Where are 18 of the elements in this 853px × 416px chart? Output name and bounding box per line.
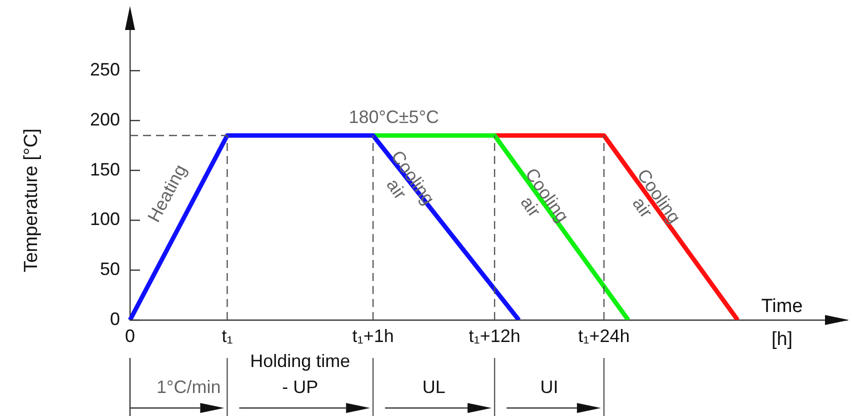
- y-tick-label: 200: [90, 110, 120, 130]
- x-axis-title: Time [h]: [761, 296, 803, 350]
- y-axis-title: Temperature [°C]: [21, 128, 42, 272]
- annotation: 180°C±5°C: [348, 107, 440, 128]
- y-tick-label: 0: [110, 308, 120, 329]
- y-tick-label: 150: [90, 159, 120, 180]
- y-tick-label: 250: [90, 60, 120, 80]
- text: UI: [540, 377, 558, 397]
- x-tick-label: t₁+1h: [352, 326, 394, 346]
- x-tick-label: 0: [124, 326, 136, 346]
- x-tick-label: t₁+24h: [578, 326, 630, 346]
- y-tick-label: 100: [90, 209, 120, 230]
- text: UL: [422, 377, 446, 397]
- x-tick-label: t₁+12h: [468, 326, 520, 346]
- x-tick-label: t₁: [222, 326, 233, 346]
- text: Holding time - UP: [250, 351, 350, 397]
- text: 1°C/min: [156, 377, 221, 397]
- y-tick-label: 50: [100, 259, 120, 280]
